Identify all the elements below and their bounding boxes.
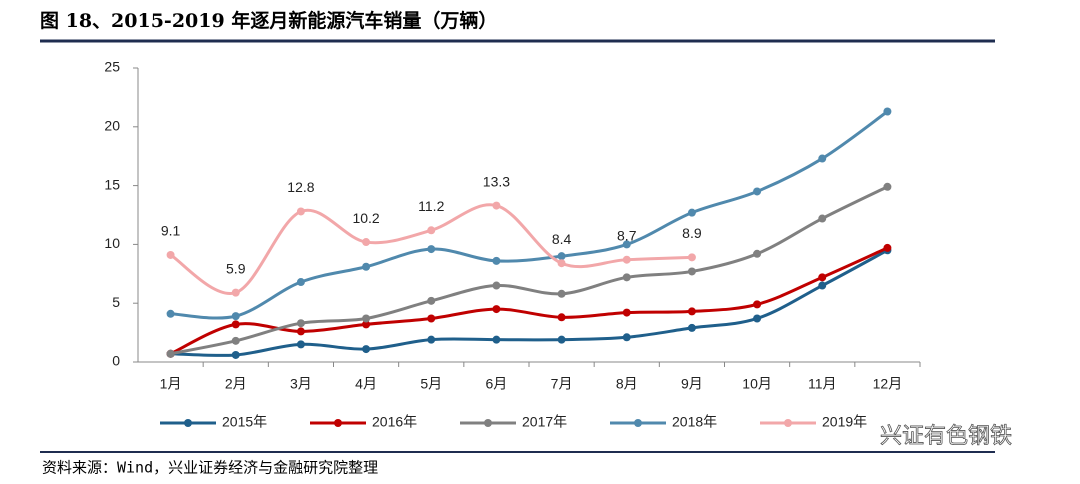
point [427,245,436,254]
point [687,208,696,217]
data-label: 10.2 [352,210,379,226]
x-tick-label: 1月 [160,376,182,392]
x-tick-label: 4月 [355,376,377,392]
source: 资料来源：Wind，兴业证券经济与金融研究院整理 [42,459,378,477]
legend-label: 2017年 [522,414,567,430]
data-label: 8.9 [682,225,702,241]
y-tick-label: 0 [112,353,120,369]
x-tick-label: 9月 [681,376,703,392]
point [296,207,305,216]
point [166,349,175,358]
point [231,320,240,329]
point [687,267,696,276]
point [231,312,240,321]
point [492,201,501,210]
point [362,345,371,354]
series-line [170,185,889,356]
legend-label: 2019年 [822,414,867,430]
y-tick-label: 20 [104,118,120,134]
x-tick-label: 11月 [808,376,837,392]
point [818,214,827,223]
chart-title: 图 18、2015-2019 年逐月新能源汽车销量（万辆） [40,9,497,32]
point [427,226,436,235]
data-label: 11.2 [418,198,444,214]
point [362,314,371,323]
legend-label: 2016年 [372,414,417,430]
x-tick-label: 6月 [486,376,508,392]
point [883,107,892,116]
data-label: 13.3 [483,173,510,189]
point [492,256,501,265]
point [362,320,371,329]
series-line [170,110,889,320]
point [427,314,436,323]
point [753,300,762,309]
point [427,296,436,305]
point [166,309,175,318]
point [362,238,371,247]
x-tick-label: 3月 [290,376,312,392]
point [231,336,240,345]
series-line [169,246,889,356]
point [492,281,501,290]
point [753,314,762,323]
x-tick-label: 5月 [420,376,442,392]
point [427,335,436,344]
y-tick-label: 10 [104,235,120,251]
point [622,255,631,264]
point [296,340,305,349]
point [753,249,762,258]
point [557,259,566,268]
point [557,313,566,322]
data-label: 12.8 [287,179,314,195]
y-tick-label: 15 [104,176,120,192]
data-label: 8.7 [617,227,637,243]
point [492,335,501,344]
point [166,250,175,259]
point [231,288,240,297]
x-tick-label: 12月 [873,376,903,392]
point [557,335,566,344]
y-tick-label: 25 [104,59,120,75]
point [622,240,631,249]
point [687,307,696,316]
x-tick-label: 10月 [742,376,772,392]
point [883,243,892,252]
point [622,273,631,282]
point [557,252,566,261]
point [818,273,827,282]
legend-label: 2018年 [672,414,717,430]
x-tick-label: 2月 [225,376,247,392]
legend-marker [334,419,342,427]
point [818,154,827,163]
point [753,187,762,196]
point [687,253,696,262]
legend-marker [634,419,642,427]
data-label: 5.9 [226,260,246,276]
legend-marker [484,419,492,427]
watermark: 兴证有色钢铁 [880,424,1012,449]
point [362,262,371,271]
point [622,333,631,342]
x-tick-label: 7月 [551,376,573,392]
point [296,327,305,336]
data-label: 8.4 [552,231,572,247]
legend-marker [784,419,792,427]
series-line [170,248,889,357]
data-label: 9.1 [161,223,181,239]
legend-label: 2015年 [222,414,267,430]
point [687,323,696,332]
point [622,308,631,317]
point [296,319,305,328]
point [296,278,305,287]
y-tick-label: 5 [112,294,120,310]
point [231,350,240,359]
point [492,305,501,314]
x-tick-label: 8月 [616,376,638,392]
point [883,182,892,191]
point [818,281,827,290]
point [557,289,566,298]
legend-marker [184,419,192,427]
